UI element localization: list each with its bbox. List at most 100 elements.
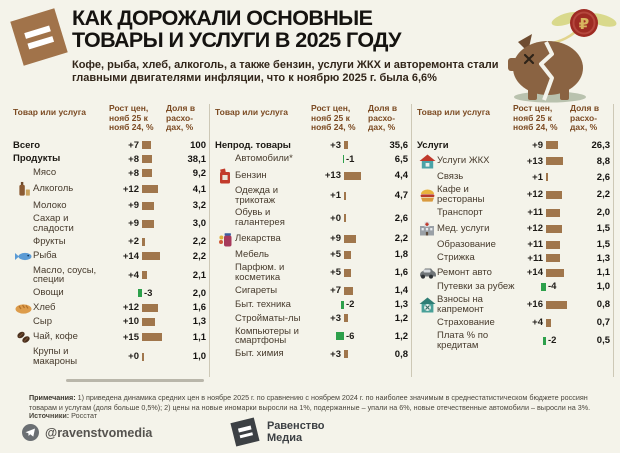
growth-cell: -6 (315, 331, 372, 342)
item-label: Продукты (13, 153, 61, 165)
bread-icon (13, 302, 33, 314)
growth-value: -3 (143, 287, 153, 299)
growth-cell: +14 (113, 251, 170, 262)
table-row: Компьютеры и смартфоны -6 1,2 (215, 326, 408, 346)
growth-bar-positive (344, 250, 351, 259)
share-value: 1,0 (596, 281, 610, 293)
broken-piggy-bank-illustration: ₽ (508, 9, 617, 103)
growth-cell: +12 (517, 189, 574, 200)
growth-value: +16 (526, 299, 543, 311)
share-column-header: Доля в расхо-дах, % (166, 103, 196, 133)
growth-bar-positive (344, 171, 361, 180)
share-value: 0,8 (596, 299, 610, 311)
growth-bar-negative (543, 336, 546, 345)
share-value: 0,8 (394, 348, 408, 360)
share-value: 35,6 (389, 139, 409, 151)
growth-value: +3 (330, 312, 341, 324)
footnotes: Примечания: 1) приведена динамика средни… (29, 393, 601, 412)
table-row: Лекарства +9 2,2 (215, 231, 408, 247)
growth-value: +11 (527, 239, 543, 250)
growth-value: +12 (526, 189, 543, 201)
growth-value: +12 (122, 183, 139, 195)
table-row: Овощи -3 2,0 (13, 288, 206, 299)
house-repair-icon (417, 297, 437, 313)
share-value: 1,6 (394, 267, 408, 279)
share-value: 2,6 (596, 171, 610, 183)
item-label: Транспорт (437, 207, 483, 219)
growth-value: +0 (330, 212, 341, 224)
table-row: Одежда и трикотаж +1 4,7 (215, 186, 408, 206)
table-row: Страхование +4 0,7 (417, 317, 610, 328)
item-label: Рыба (33, 250, 57, 262)
growth-cell: -1 (315, 154, 372, 165)
share-value: 3,0 (192, 218, 206, 230)
growth-bar-positive (546, 224, 562, 233)
item-label: Мед. услуги (437, 222, 490, 234)
growth-value: +3 (330, 139, 341, 151)
growth-value: +12 (526, 223, 543, 235)
growth-bar-negative (341, 300, 344, 309)
share-column-header: Доля в расхо-дах, % (368, 103, 398, 133)
growth-bar-positive (142, 141, 152, 150)
item-label: Кафе и рестораны (437, 184, 485, 205)
growth-cell: +7 (113, 140, 170, 151)
table-column-nonfood: Товар или услуга Рост цен, нояб 25 к нояб… (210, 103, 412, 377)
share-value: 2,6 (394, 212, 408, 224)
table-row: Сахар и сладости +9 3,0 (13, 212, 206, 234)
item-label: Сахар и сладости (33, 212, 74, 234)
growth-bar-positive (546, 254, 561, 263)
footnotes-text: 1) приведена динамика средних цен в нояб… (29, 393, 591, 412)
page-title: КАК ДОРОЖАЛИ ОСНОВНЫЕ ТОВАРЫ И УСЛУГИ В … (72, 7, 502, 51)
growth-cell: +5 (315, 249, 372, 260)
share-value: 3,2 (192, 200, 206, 212)
item-label: Связь (437, 171, 464, 183)
growth-value: +1 (330, 190, 341, 202)
column-headers: Товар или услуга Рост цен, нояб 25 к нояб… (215, 103, 408, 133)
item-label: Алкоголь (33, 183, 74, 195)
brand-name-line2: Медиа (267, 432, 303, 445)
share-value: 1,0 (192, 351, 206, 363)
growth-bar-positive (344, 286, 354, 295)
alcohol-icon (13, 181, 33, 197)
fuel-can-icon (215, 168, 235, 184)
growth-cell: +9 (113, 200, 170, 211)
share-value: 1,3 (394, 299, 408, 311)
item-label: Путевки за рубеж (437, 281, 515, 292)
item-label: Мебель (235, 249, 269, 261)
growth-value: +7 (128, 139, 139, 151)
growth-cell: +9 (315, 233, 372, 244)
item-label: Ремонт авто (437, 266, 492, 278)
table-column-services: Товар или услуга Рост цен, нояб 25 к нояб… (412, 103, 614, 377)
growth-value: +4 (532, 317, 543, 329)
table-row: Обувь и галантерея +0 2,6 (215, 208, 408, 228)
growth-bar-positive (142, 201, 154, 210)
item-label: Автомобили* (235, 153, 293, 165)
growth-bar-positive (142, 219, 154, 228)
share-value: 1,6 (192, 302, 206, 313)
growth-value: +8 (128, 167, 139, 179)
share-value: 0,7 (596, 317, 610, 329)
item-column-header: Товар или услуга (215, 107, 288, 117)
share-value: 1,1 (596, 267, 610, 279)
growth-cell: +0 (315, 213, 372, 224)
item-label: Сигареты (235, 284, 278, 296)
growth-cell: +11 (517, 239, 574, 250)
item-label: Парфюм. и косметика (235, 262, 285, 283)
share-value: 1,2 (394, 330, 408, 342)
growth-bar-positive (344, 141, 348, 150)
item-label: Лекарства (235, 232, 281, 244)
table-row: Сыр +10 1,3 (13, 316, 206, 327)
item-label: Страхование (437, 316, 495, 328)
share-value: 38,1 (187, 153, 207, 165)
growth-bar-positive (142, 185, 158, 194)
table-row: Кафе и рестораны +12 2,2 (417, 185, 610, 204)
item-label: Хлеб (33, 301, 56, 313)
medicine-icon (215, 231, 235, 247)
growth-cell: -4 (517, 281, 574, 292)
source-value: Росстат (71, 411, 98, 421)
growth-cell: -2 (315, 299, 372, 310)
growth-value: +5 (330, 267, 341, 279)
item-label: Всего (13, 139, 41, 151)
growth-value: -2 (547, 335, 557, 347)
coffee-beans-icon (13, 330, 33, 344)
